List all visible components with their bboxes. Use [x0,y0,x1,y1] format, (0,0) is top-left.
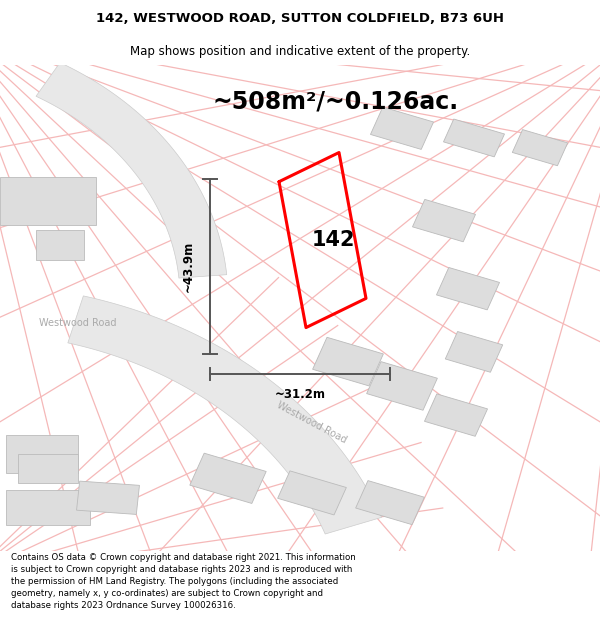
Polygon shape [6,434,78,474]
Polygon shape [412,199,476,242]
Text: Westwood Road: Westwood Road [39,318,117,328]
Text: ~43.9m: ~43.9m [182,241,195,292]
Polygon shape [512,129,568,166]
Polygon shape [356,481,424,524]
Polygon shape [68,296,382,534]
Text: ~508m²/~0.126ac.: ~508m²/~0.126ac. [213,89,459,114]
Polygon shape [424,394,488,436]
Polygon shape [0,177,96,226]
Polygon shape [436,268,500,310]
Polygon shape [278,471,346,515]
Polygon shape [367,362,437,410]
Polygon shape [190,453,266,504]
Polygon shape [445,331,503,372]
Polygon shape [77,481,139,514]
Polygon shape [6,491,90,524]
Text: Contains OS data © Crown copyright and database right 2021. This information
is : Contains OS data © Crown copyright and d… [11,553,356,609]
Polygon shape [370,107,434,149]
Polygon shape [443,119,505,157]
Polygon shape [313,338,383,386]
Text: ~31.2m: ~31.2m [275,388,325,401]
Polygon shape [18,454,78,483]
Text: 142, WESTWOOD ROAD, SUTTON COLDFIELD, B73 6UH: 142, WESTWOOD ROAD, SUTTON COLDFIELD, B7… [96,12,504,25]
Text: Map shows position and indicative extent of the property.: Map shows position and indicative extent… [130,45,470,58]
Text: Westwood Road: Westwood Road [275,400,349,445]
Polygon shape [36,231,84,259]
Text: 142: 142 [311,230,355,250]
Polygon shape [36,62,227,278]
